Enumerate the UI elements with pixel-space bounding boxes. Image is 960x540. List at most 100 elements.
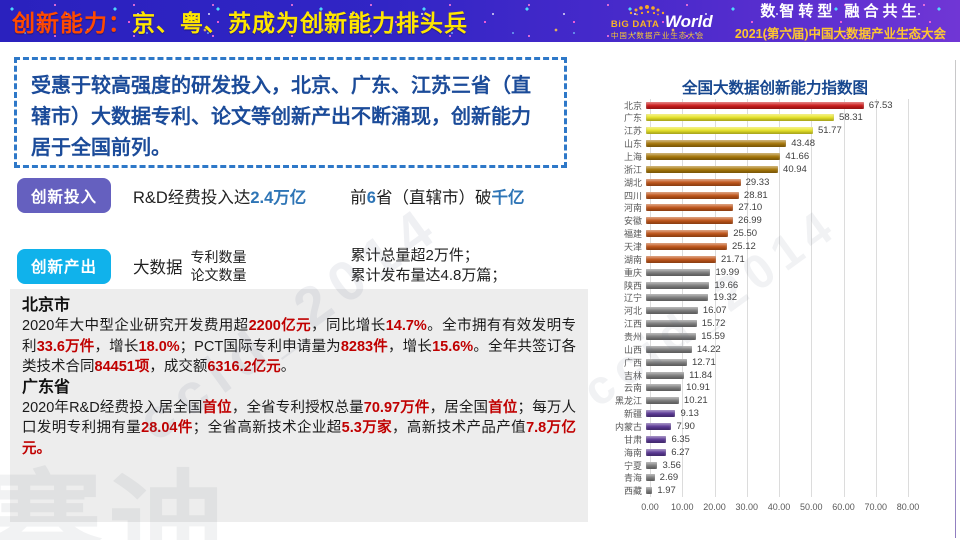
x-tick-label: 0.00 bbox=[641, 502, 659, 512]
chart-bar bbox=[646, 397, 679, 405]
bar-chart: 北京 67.53 广东 58.31 江苏 51.77 山东 43.48 上海 41.66 浙江 40.… bbox=[600, 99, 952, 523]
chart-bar-value: 3.56 bbox=[662, 459, 681, 471]
chart-bar-track: 10.21 bbox=[646, 395, 904, 407]
text-segment: 15.6% bbox=[432, 338, 474, 355]
text-segment: ；全省高新技术企业超 bbox=[192, 420, 342, 436]
chart-row: 湖北 29.33 bbox=[604, 176, 952, 188]
chart-bar-value: 19.32 bbox=[713, 292, 738, 304]
chart-bar-value: 41.66 bbox=[785, 150, 810, 162]
logo-wordmark: BiG DATA World bbox=[611, 12, 713, 32]
chart-row-label: 甘肃 bbox=[623, 434, 642, 445]
chart-bar-value: 43.48 bbox=[791, 138, 815, 150]
text-segment: 6 bbox=[366, 188, 376, 207]
page-title-prefix: 创新能力： bbox=[12, 10, 132, 36]
chart-row-label: 上海 bbox=[623, 151, 642, 162]
text-segment: 省（直辖市）破 bbox=[375, 188, 492, 207]
chart-row: 四川 28.81 bbox=[604, 189, 952, 201]
chart-row: 青海 2.69 bbox=[604, 472, 952, 484]
chart-bar-value: 6.35 bbox=[671, 433, 690, 445]
chart-bar-track: 40.94 bbox=[646, 163, 904, 175]
text-segment: 8283件 bbox=[340, 338, 388, 355]
chart-rows: 北京 67.53 广东 58.31 江苏 51.77 山东 43.48 上海 41.66 浙江 40.… bbox=[604, 99, 952, 497]
chart-row-label: 河南 bbox=[623, 203, 642, 214]
chart-bar-value: 19.99 bbox=[715, 266, 740, 278]
innovation-input-badge: 创新投入 bbox=[17, 178, 111, 213]
gridline bbox=[908, 99, 909, 497]
bigdata-label: 大数据 bbox=[133, 259, 183, 277]
header-right: BiG DATA World 中国大数据产业生态大会 数智转型 融合共生 202… bbox=[611, 0, 950, 42]
chart-bar bbox=[646, 230, 729, 238]
chart-row: 陕西 19.66 bbox=[604, 279, 952, 291]
beijing-paragraph: 2020年大中型企业研究开发费用超2200亿元，同比增长14.7%。全市拥有有效… bbox=[22, 316, 576, 378]
chart-bar-value: 15.72 bbox=[701, 318, 726, 330]
chart-bar bbox=[646, 191, 739, 199]
chart-bar-track: 29.33 bbox=[646, 176, 904, 188]
chart-bar-track: 10.91 bbox=[646, 382, 904, 394]
chart-row-label: 海南 bbox=[623, 447, 642, 458]
right-edge-divider bbox=[955, 60, 956, 538]
chart-bar bbox=[646, 281, 710, 289]
chart-bar bbox=[646, 101, 864, 109]
chart-bar-track: 26.99 bbox=[646, 215, 904, 227]
chart-row: 辽宁 19.32 bbox=[604, 292, 952, 304]
text-segment: 。全年共签订各类技术合同 bbox=[22, 338, 576, 376]
chart-row: 福建 25.50 bbox=[604, 228, 952, 240]
text-segment: ，高新技术产品产值 bbox=[392, 420, 527, 436]
chart-bar bbox=[646, 371, 685, 379]
chart-row: 山西 14.22 bbox=[604, 343, 952, 355]
chart-row-label: 西藏 bbox=[623, 486, 642, 497]
chart-bar-track: 19.32 bbox=[646, 292, 904, 304]
patent-total-text: 累计总量超2万件； bbox=[350, 247, 479, 264]
text-segment: 18.0% bbox=[138, 338, 180, 355]
output-metrics: 专利数量 论文数量 bbox=[191, 248, 247, 284]
chart-bar-track: 25.50 bbox=[646, 228, 904, 240]
chart-bar-track: 41.66 bbox=[646, 150, 904, 162]
chart-bar-value: 51.77 bbox=[817, 125, 842, 137]
text-segment: 2200亿元 bbox=[248, 318, 312, 334]
chart-bar bbox=[646, 345, 692, 353]
text-segment: ，全省专利授权总量 bbox=[231, 399, 364, 416]
chart-row-label: 北京 bbox=[623, 100, 642, 111]
chart-row: 北京 67.53 bbox=[604, 99, 952, 111]
text-segment: R&D经费投入达 bbox=[133, 188, 251, 207]
text-segment: 6316.2亿元 bbox=[207, 359, 281, 375]
text-segment: 5.3万家 bbox=[341, 420, 393, 436]
logo-dots-icon bbox=[625, 3, 671, 21]
chart-row: 重庆 19.99 bbox=[604, 266, 952, 278]
chart-row-label: 湖南 bbox=[623, 254, 642, 265]
chart-row-label: 云南 bbox=[623, 383, 642, 394]
x-tick-label: 70.00 bbox=[864, 502, 888, 512]
gridline bbox=[746, 99, 748, 497]
guangdong-paragraph: 2020年R&D经费投入居全国首位，全省专利授权总量70.97万件，居全国首位；… bbox=[22, 398, 576, 460]
chart-bar-track: 43.48 bbox=[646, 138, 904, 150]
chart-row-label: 宁夏 bbox=[623, 460, 642, 471]
chart-bar-track: 15.72 bbox=[646, 318, 904, 330]
x-tick-label: 20.00 bbox=[703, 502, 726, 512]
chart-bar-value: 16.07 bbox=[702, 305, 727, 317]
gridline bbox=[779, 99, 780, 497]
chart-bar bbox=[646, 268, 711, 276]
chart-row-label: 辽宁 bbox=[623, 293, 642, 304]
text-segment: 33.6万件 bbox=[36, 338, 95, 355]
text-segment: 前 bbox=[350, 188, 367, 207]
text-segment: ，居全国 bbox=[429, 399, 489, 416]
chart-row: 西藏 1.97 bbox=[604, 485, 952, 497]
chart-bar-value: 10.21 bbox=[683, 395, 708, 407]
innovation-output-badge: 创新产出 bbox=[17, 248, 111, 284]
chart-bar bbox=[646, 487, 653, 495]
chart-row-label: 江西 bbox=[623, 319, 642, 330]
chart-bar bbox=[646, 384, 682, 392]
text-segment: 28.04件 bbox=[141, 420, 193, 436]
text-segment: 。全市拥有有效发明专利 bbox=[22, 318, 576, 355]
chart-row: 湖南 21.71 bbox=[604, 253, 952, 265]
chart-bar-track: 14.22 bbox=[646, 343, 904, 355]
chart-bar bbox=[646, 307, 698, 315]
chart-bar-value: 40.94 bbox=[783, 163, 807, 175]
guangdong-title: 广东省 bbox=[22, 378, 71, 396]
text-segment: 千亿 bbox=[491, 188, 525, 207]
chart-bar-value: 28.81 bbox=[743, 189, 768, 201]
text-segment: ，成交额 bbox=[149, 359, 208, 375]
chart-bar-value: 2.69 bbox=[659, 472, 679, 484]
chart-bar-value: 26.99 bbox=[738, 215, 762, 227]
text-segment: ，增长 bbox=[94, 338, 139, 355]
